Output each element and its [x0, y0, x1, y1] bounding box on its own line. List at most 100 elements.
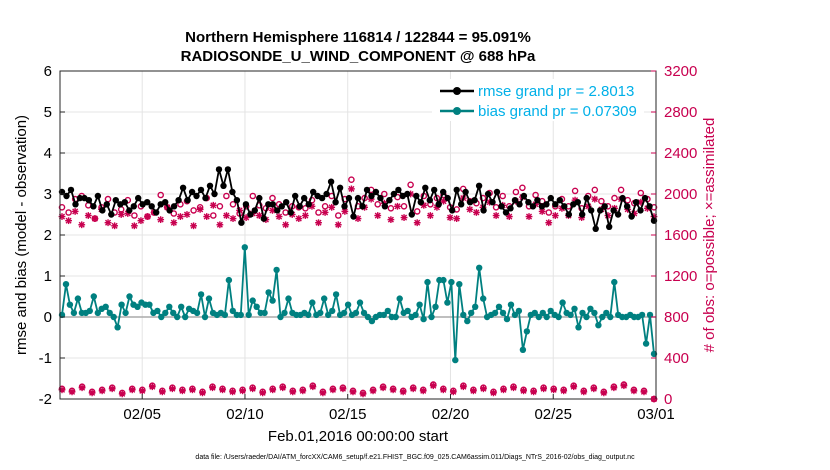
- point-0: [247, 211, 254, 218]
- obs-assimilated-marker: [117, 211, 125, 218]
- asterisk-stroke: [104, 219, 112, 226]
- obs-assimilated-marker: [328, 203, 336, 211]
- obs-assimilated-marker: [466, 205, 474, 213]
- x-tick-label: 03/01: [637, 406, 675, 423]
- obs-possible-marker: [617, 186, 625, 194]
- footnote: data file: /Users/raeder/DAI/ATM_forcXX/…: [195, 454, 635, 461]
- point-0: [301, 194, 308, 202]
- point-0: [327, 178, 335, 185]
- asterisk-stroke: [99, 387, 106, 394]
- asterisk-stroke: [600, 389, 607, 396]
- obs-assimilated-marker: [339, 385, 347, 393]
- asterisk-stroke: [199, 389, 206, 396]
- point-1: [201, 313, 209, 321]
- obs-assimilated-marker: [269, 207, 276, 214]
- point-1: [364, 313, 372, 321]
- point-0: [561, 203, 568, 210]
- legend-rmse-label: rmse grand pr = 2.8013: [478, 83, 634, 100]
- obs-assimilated-marker: [289, 388, 297, 396]
- point-1: [507, 301, 515, 308]
- asterisk-stroke: [530, 388, 537, 395]
- asterisk-stroke: [466, 206, 473, 213]
- point-0: [381, 203, 389, 210]
- obs-possible-marker: [591, 186, 599, 194]
- obs-assimilated-marker: [219, 386, 226, 394]
- point-1: [174, 313, 181, 321]
- point-1: [531, 309, 538, 317]
- obs-possible-marker: [229, 200, 237, 208]
- y-axis-label-left: rmse and bias (model - observation): [13, 115, 30, 355]
- asterisk-stroke: [109, 385, 116, 392]
- obs-assimilated-marker: [299, 387, 307, 395]
- point-1: [106, 309, 113, 317]
- obs-possible-marker: [334, 212, 342, 219]
- point-0: [359, 203, 366, 210]
- asterisk-stroke: [91, 215, 98, 222]
- point-0: [520, 192, 528, 200]
- point-0: [229, 188, 236, 196]
- obs-assimilated-marker: [492, 212, 500, 219]
- point-1: [134, 303, 141, 310]
- point-0: [413, 192, 420, 200]
- asterisk-stroke: [79, 384, 86, 391]
- legend-bias-marker: [453, 107, 461, 115]
- asterisk-stroke: [68, 388, 76, 395]
- legend-rmse-marker: [453, 87, 461, 95]
- point-1: [344, 301, 352, 308]
- point-0: [372, 188, 380, 196]
- obs-possible-marker: [269, 194, 276, 202]
- point-1: [567, 311, 574, 319]
- point-1: [205, 295, 213, 302]
- point-1: [158, 313, 165, 321]
- point-1: [197, 291, 205, 298]
- point-1: [70, 309, 78, 317]
- asterisk-stroke: [308, 203, 316, 210]
- obs-assimilated-marker: [400, 214, 408, 221]
- obs-assimilated-marker: [591, 195, 599, 203]
- point-1: [94, 309, 102, 317]
- obs-possible-marker: [413, 208, 421, 215]
- y-tick-label-right: 1600: [664, 227, 697, 244]
- point-0: [574, 199, 581, 206]
- point-0: [422, 184, 429, 191]
- asterisk-stroke: [630, 387, 637, 394]
- asterisk-stroke: [78, 221, 85, 228]
- asterisk-stroke: [570, 383, 577, 390]
- asterisk-stroke: [545, 219, 552, 226]
- asterisk-stroke: [219, 386, 226, 393]
- asterisk-stroke: [249, 385, 256, 392]
- obs-possible-marker: [387, 204, 395, 212]
- asterisk-stroke: [72, 208, 79, 215]
- asterisk-stroke: [430, 382, 437, 389]
- point-0: [220, 182, 227, 189]
- chart-title: Northern Hemisphere 116814 / 122844 = 95…: [185, 29, 531, 46]
- y-tick-label-left: -1: [39, 350, 52, 367]
- point-1: [178, 303, 185, 310]
- obs-assimilated-marker: [111, 222, 119, 230]
- obs-assimilated-marker: [118, 390, 126, 398]
- asterisk-stroke: [144, 213, 151, 220]
- point-0: [238, 219, 245, 226]
- point-0: [471, 197, 478, 204]
- point-1: [126, 293, 133, 300]
- point-0: [597, 207, 604, 214]
- asterisk-stroke: [203, 213, 210, 220]
- obs-assimilated-marker: [429, 382, 437, 390]
- asterisk-stroke: [319, 389, 326, 396]
- point-1: [575, 324, 582, 331]
- obs-assimilated-marker: [319, 389, 327, 397]
- point-1: [162, 309, 169, 317]
- asterisk-stroke: [129, 386, 136, 393]
- point-1: [384, 307, 391, 315]
- y-tick-label-right: 2800: [664, 104, 697, 121]
- point-1: [225, 276, 233, 284]
- point-0: [498, 203, 505, 210]
- point-1: [611, 278, 618, 286]
- asterisk-stroke: [189, 386, 196, 393]
- asterisk-stroke: [374, 212, 381, 219]
- point-0: [292, 192, 299, 200]
- point-0: [386, 197, 393, 204]
- point-1: [74, 295, 82, 302]
- point-1: [360, 309, 368, 317]
